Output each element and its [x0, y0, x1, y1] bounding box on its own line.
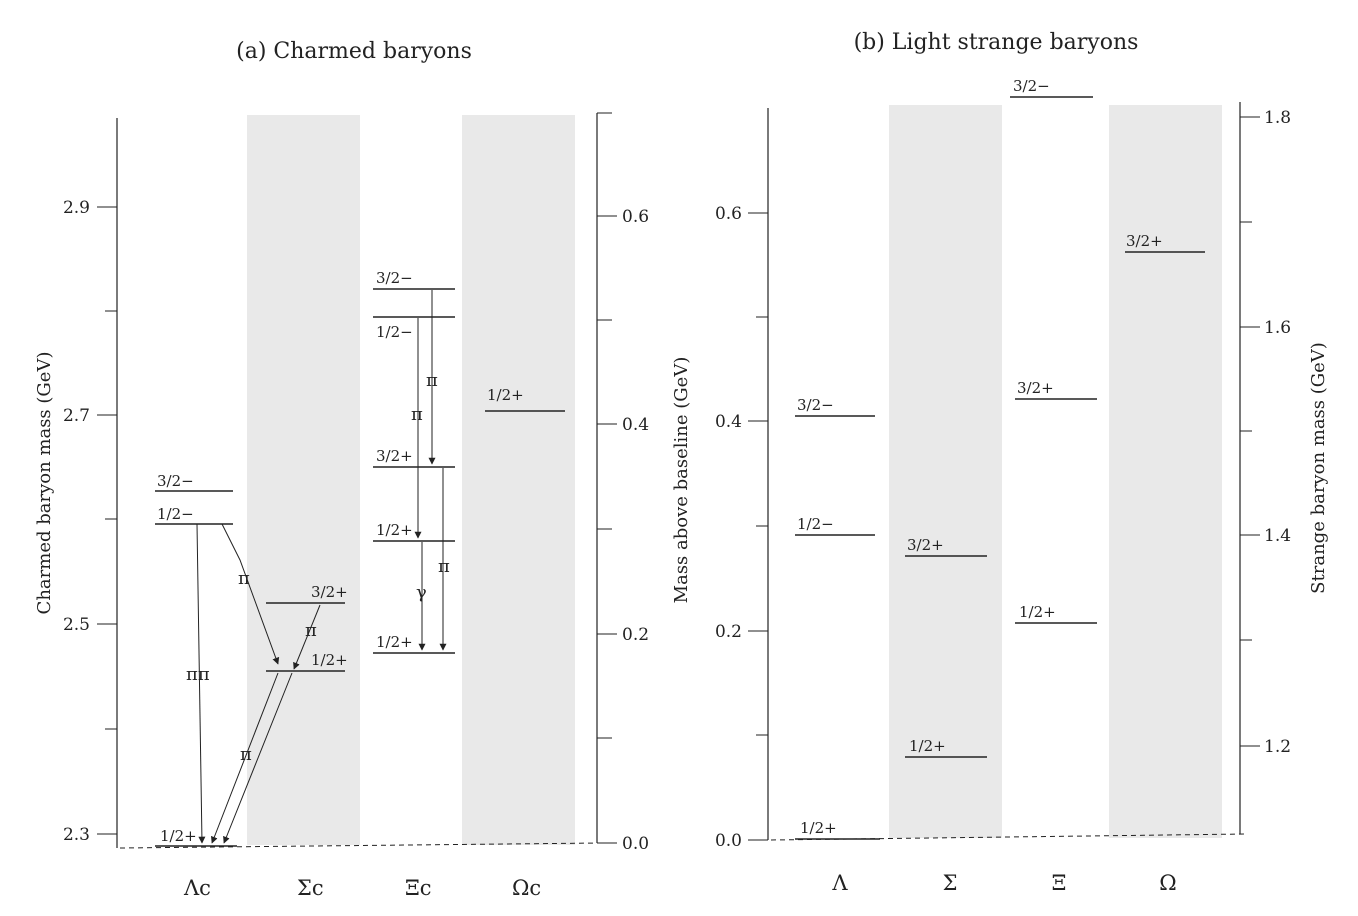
- right-axis-label: Mass above baseline (GeV): [671, 357, 692, 604]
- right-tick-label: 0.0: [622, 834, 649, 854]
- column-label: Ξ: [1052, 871, 1067, 895]
- level-label: 1/2+: [160, 827, 197, 845]
- level-label: 3/2+: [311, 583, 348, 601]
- transition-arrow: [196, 523, 206, 844]
- column-symbol: Σc: [297, 876, 324, 900]
- left-tick-label: 2.5: [63, 615, 90, 635]
- level-label: 3/2+: [376, 447, 413, 465]
- transition-label: π: [305, 620, 317, 641]
- level-label: 1/2+: [487, 386, 524, 404]
- column-label: Ω: [1159, 871, 1176, 895]
- transition-label: π: [411, 404, 423, 425]
- left-tick-label: 0.4: [715, 412, 742, 432]
- right-tick-label: 1.4: [1264, 526, 1291, 546]
- level-label: 1/2−: [376, 323, 413, 341]
- left-tick-label: 0.0: [715, 831, 742, 851]
- level-label: 1/2+: [909, 737, 946, 755]
- band-sigma: [889, 105, 1002, 838]
- panel-b-title: (b) Light strange baryons: [854, 30, 1139, 55]
- level-label: 3/2+: [1126, 232, 1163, 250]
- level-label: 3/2−: [797, 396, 834, 414]
- transition-arrow: [221, 523, 280, 665]
- transition-arrow: [223, 672, 293, 844]
- level-label: 3/2+: [907, 536, 944, 554]
- column-label: Σ: [943, 871, 958, 895]
- column-label: Ωc: [512, 876, 541, 900]
- column-label: Ξc: [405, 876, 432, 900]
- baseline: [770, 833, 1246, 841]
- level-label: 1/2−: [157, 505, 194, 523]
- band-omega: [1109, 105, 1222, 838]
- level-label: 1/2+: [376, 633, 413, 651]
- column-label: Λ: [831, 871, 848, 895]
- level-label: 1/2−: [797, 515, 834, 533]
- transition-label: π: [438, 556, 450, 577]
- transition-label: π: [238, 568, 250, 589]
- right-tick-label: 0.4: [622, 415, 649, 435]
- level-label: 3/2−: [376, 269, 413, 287]
- column-symbol: Ωc: [512, 876, 541, 900]
- left-tick-label: 0.2: [715, 622, 742, 642]
- transition-label: ππ: [186, 664, 210, 685]
- baseline: [119, 842, 601, 849]
- left-tick-label: 0.6: [715, 204, 742, 224]
- level-label: 1/2+: [311, 651, 348, 669]
- right-tick-label: 0.2: [622, 625, 649, 645]
- right-tick-label: 1.8: [1264, 108, 1291, 128]
- column-symbol: Λc: [183, 876, 211, 900]
- panel-a-title: (a) Charmed baryons: [236, 39, 472, 64]
- right-tick-label: 1.2: [1264, 737, 1291, 757]
- transition-arrow: [211, 672, 279, 844]
- column-label: Λc: [183, 876, 211, 900]
- panel-b: (b) Light strange baryons 0.6 0.4 0.2 0.…: [715, 30, 1329, 895]
- level-label: 3/2−: [1013, 77, 1050, 95]
- right-tick-label: 0.6: [622, 207, 649, 227]
- column-symbol: Ξc: [405, 876, 432, 900]
- level-label: 1/2+: [376, 521, 413, 539]
- band-sigma-c: [247, 115, 360, 845]
- left-tick-label: 2.3: [63, 825, 90, 845]
- level-label: 3/2−: [157, 472, 194, 490]
- band-omega-c: [462, 115, 575, 845]
- transition-label: π: [240, 744, 252, 765]
- transition-label: π: [426, 370, 438, 391]
- transition-arrow: [293, 604, 321, 670]
- left-tick-label: 2.7: [63, 406, 90, 426]
- left-axis-label: Charmed baryon mass (GeV): [34, 352, 55, 615]
- level-label: 3/2+: [1017, 379, 1054, 397]
- left-tick-label: 2.9: [63, 198, 90, 218]
- right-tick-label: 1.6: [1264, 318, 1291, 338]
- level-label: 1/2+: [800, 819, 837, 837]
- panel-a: (a) Charmed baryons 2.9 2.7 2.5 2.3 Char…: [34, 39, 692, 900]
- transition-label: γ: [416, 582, 427, 603]
- level-label: 1/2+: [1019, 603, 1056, 621]
- right-axis-label: Strange baryon mass (GeV): [1308, 342, 1329, 594]
- column-label: Σc: [297, 876, 324, 900]
